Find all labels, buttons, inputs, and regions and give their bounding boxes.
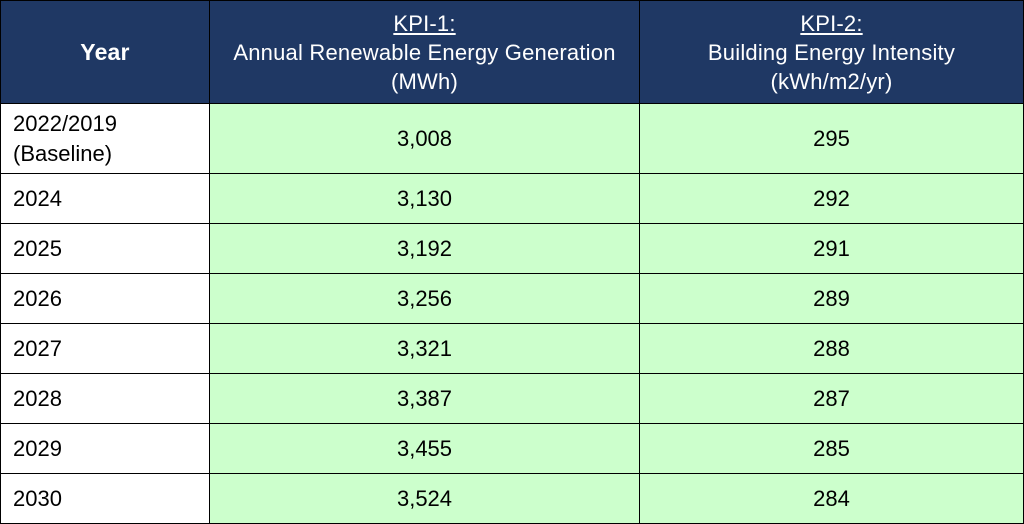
kpi1-value-cell: 3,387: [209, 373, 640, 424]
table-body: 2022/2019 (Baseline) 3,008 295 2024 3,13…: [0, 103, 1024, 524]
table-row: 2025 3,192 291: [0, 223, 1024, 274]
kpi1-value-cell: 3,130: [209, 173, 640, 224]
table-row: 2026 3,256 289: [0, 273, 1024, 324]
kpi2-value-cell: 284: [639, 473, 1024, 524]
kpi1-name: Annual Renewable Energy Generation: [233, 39, 616, 65]
year-cell: 2030: [0, 473, 210, 524]
kpi1-unit: (MWh): [391, 68, 458, 94]
kpi1-value-cell: 3,455: [209, 423, 640, 474]
year-cell-line2: (Baseline): [13, 140, 113, 166]
kpi1-value-cell: 3,524: [209, 473, 640, 524]
kpi2-name: Building Energy Intensity: [707, 39, 956, 65]
table-row: 2024 3,130 292: [0, 173, 1024, 224]
kpi1-value-cell: 3,008: [209, 103, 640, 174]
year-column-header: Year: [0, 0, 210, 104]
kpi2-value-cell: 291: [639, 223, 1024, 274]
kpi1-code: KPI-1:: [393, 10, 456, 36]
year-cell: 2029: [0, 423, 210, 474]
table-header: Year KPI-1: Annual Renewable Energy Gene…: [0, 0, 1024, 104]
year-cell: 2025: [0, 223, 210, 274]
kpi1-column-header: KPI-1: Annual Renewable Energy Generatio…: [209, 0, 640, 104]
kpi2-value-cell: 289: [639, 273, 1024, 324]
kpi2-value-cell: 285: [639, 423, 1024, 474]
kpi1-value-cell: 3,256: [209, 273, 640, 324]
kpi2-value-cell: 287: [639, 373, 1024, 424]
kpi1-value-cell: 3,192: [209, 223, 640, 274]
table-row: 2030 3,524 284: [0, 473, 1024, 524]
kpi2-column-header: KPI-2: Building Energy Intensity (kWh/m2…: [639, 0, 1024, 104]
year-cell: 2028: [0, 373, 210, 424]
year-cell-line1: 2022/2019: [13, 110, 117, 136]
year-cell: 2024: [0, 173, 210, 224]
year-cell: 2026: [0, 273, 210, 324]
header-row: Year KPI-1: Annual Renewable Energy Gene…: [0, 0, 1024, 104]
kpi2-value-cell: 292: [639, 173, 1024, 224]
year-cell: 2027: [0, 323, 210, 374]
table-row: 2029 3,455 285: [0, 423, 1024, 474]
kpi2-code: KPI-2:: [800, 10, 863, 36]
kpi2-unit: (kWh/m2/yr): [770, 68, 893, 94]
kpi2-value-cell: 288: [639, 323, 1024, 374]
kpi2-value-cell: 295: [639, 103, 1024, 174]
table-row: 2027 3,321 288: [0, 323, 1024, 374]
table-row-baseline: 2022/2019 (Baseline) 3,008 295: [0, 103, 1024, 174]
year-cell: 2022/2019 (Baseline): [0, 103, 210, 174]
kpi1-value-cell: 3,321: [209, 323, 640, 374]
table-row: 2028 3,387 287: [0, 373, 1024, 424]
